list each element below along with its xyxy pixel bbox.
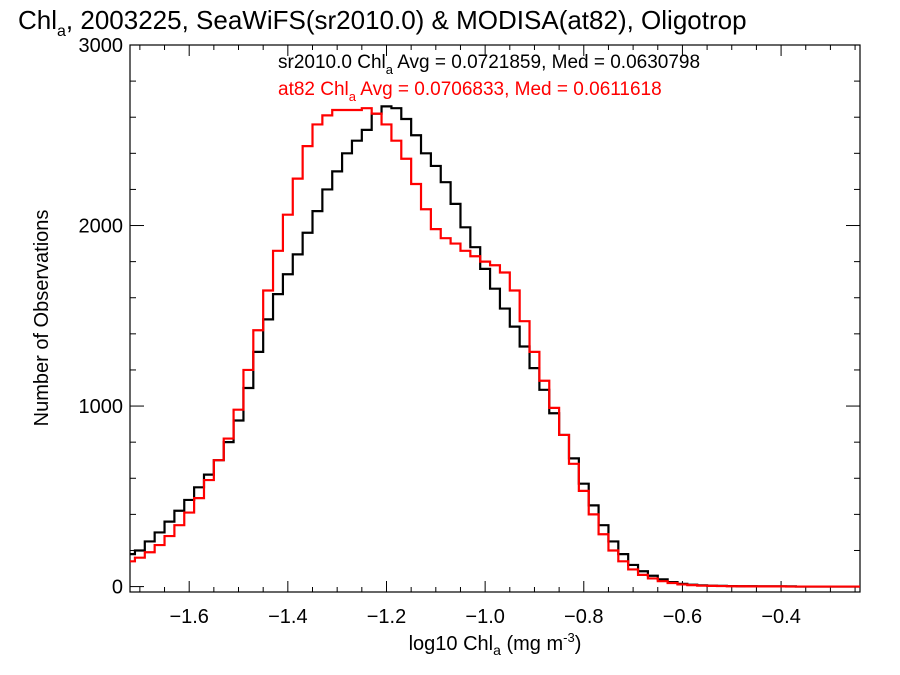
series-line-at82 <box>130 107 860 588</box>
y-tick-label: 2000 <box>79 216 124 238</box>
stat-label-at82: at82 Chla Avg = 0.0706833, Med = 0.06116… <box>278 79 662 104</box>
chart-title-prefix: Chl <box>18 5 57 35</box>
stat-sr2010-subscript: a <box>386 62 394 77</box>
x-axis-label-superscript: -3 <box>563 630 575 645</box>
y-tick-label: 1000 <box>79 396 124 418</box>
axis-tick-labels: −1.6 −1.4 −1.2 −1.0 −0.8 −0.6 −0.4 0 1000 2000 300… <box>79 35 801 628</box>
x-tick-label: −1.0 <box>465 606 504 628</box>
y-axis-label: Number of Observations <box>31 210 53 427</box>
x-tick-label: −1.2 <box>367 606 406 628</box>
plot-frame <box>129 44 861 593</box>
chart-title-subscript: a <box>57 23 66 40</box>
series-layer <box>130 105 860 588</box>
x-axis-label-subscript: a <box>493 642 501 658</box>
chart-title: Chla, 2003225, SeaWiFS(sr2010.0) & MODIS… <box>18 5 747 40</box>
y-tick-label: 3000 <box>79 35 124 57</box>
chart-title-rest: , 2003225, SeaWiFS(sr2010.0) & MODISA(at… <box>66 5 747 35</box>
axis-ticks <box>130 44 860 592</box>
x-axis-label: log10 Chla (mg m-3) <box>409 630 582 658</box>
stat-label-sr2010: sr2010.0 Chla Avg = 0.0721859, Med = 0.0… <box>278 52 700 77</box>
y-tick-label: 0 <box>112 577 123 599</box>
stat-at82-prefix: at82 Chl <box>278 79 349 100</box>
stat-sr2010-prefix: sr2010.0 Chl <box>278 52 386 73</box>
x-tick-label: −0.8 <box>564 606 603 628</box>
stat-sr2010-rest: Avg = 0.0721859, Med = 0.0630798 <box>393 52 700 73</box>
x-tick-label: −1.6 <box>169 606 208 628</box>
x-tick-label: −0.4 <box>761 606 800 628</box>
x-axis-label-mid: (mg m <box>501 633 563 655</box>
x-tick-label: −1.4 <box>268 606 307 628</box>
x-tick-label: −0.6 <box>663 606 702 628</box>
x-axis-label-prefix: log10 Chl <box>409 633 494 655</box>
series-line-sr2010.0 <box>130 105 860 588</box>
stat-at82-rest: Avg = 0.0706833, Med = 0.0611618 <box>356 79 662 100</box>
stat-at82-subscript: a <box>349 89 357 104</box>
x-axis-label-suffix: ) <box>575 633 582 655</box>
